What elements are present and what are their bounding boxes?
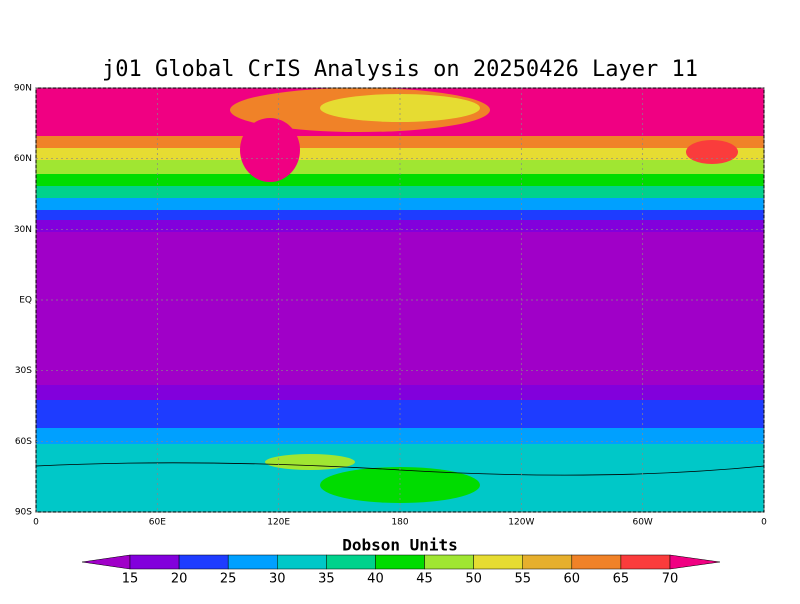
colorbar-bin: [620, 554, 671, 570]
colorbar-label: 65: [613, 572, 630, 587]
lon-tick-label: 0: [761, 518, 767, 528]
lat-tick-label: 60N: [14, 154, 32, 164]
colorbar-label: 45: [416, 572, 433, 587]
colorbar-label: 55: [514, 572, 531, 587]
lon-tick-label: 60W: [632, 518, 652, 528]
colorbar-bin: [375, 554, 425, 570]
colorbar-label: 60: [564, 572, 581, 587]
colorbar-bin: [522, 554, 573, 570]
colorbar-label: 40: [367, 572, 384, 587]
lat-tick-label: 90N: [14, 84, 32, 94]
lat-tick-label: 30S: [15, 366, 32, 376]
colorbar-bin: [227, 554, 278, 570]
colorbar-bin: [424, 554, 474, 570]
colorbar-label: 70: [662, 572, 679, 587]
lon-tick-label: 60E: [149, 518, 166, 528]
lon-tick-label: 180: [391, 518, 408, 528]
lat-tick-label: 90S: [15, 508, 32, 518]
lon-tick-label: 0: [33, 518, 39, 528]
axes: 90S 60S 30S EQ 30N 60N 90N 0 60E 120E 180 120W 60W 0: [14, 84, 767, 528]
lon-tick-label: 120E: [267, 518, 290, 528]
colorbar-bin: [571, 554, 622, 570]
lat-tick-label: EQ: [19, 296, 32, 306]
colorbar-label: 20: [171, 572, 188, 587]
colorbar-extension: [669, 554, 721, 570]
colorbar-bin: [178, 554, 229, 570]
colorbar-label: 35: [318, 572, 335, 587]
colorbar-bin: [277, 554, 327, 570]
colorbar-label: 50: [465, 572, 482, 587]
title: j01 Global CrIS Analysis on 20250426 Lay…: [102, 57, 698, 82]
colorbar: 15 20 25 30 35 40 45 50 55 60 65 70: [81, 554, 721, 587]
colorbar-label: 15: [122, 572, 139, 587]
colorbar-label: 25: [220, 572, 237, 587]
colorbar-bin: [129, 554, 180, 570]
lat-tick-label: 60S: [15, 437, 32, 447]
colorbar-title: Dobson Units: [342, 536, 458, 555]
colorbar-label: 30: [269, 572, 286, 587]
colorbar-bin: [473, 554, 523, 570]
colorbar-extension: [81, 554, 131, 570]
colorbar-bin: [326, 554, 376, 570]
lat-tick-label: 30N: [14, 225, 32, 235]
lon-tick-label: 120W: [508, 518, 534, 528]
